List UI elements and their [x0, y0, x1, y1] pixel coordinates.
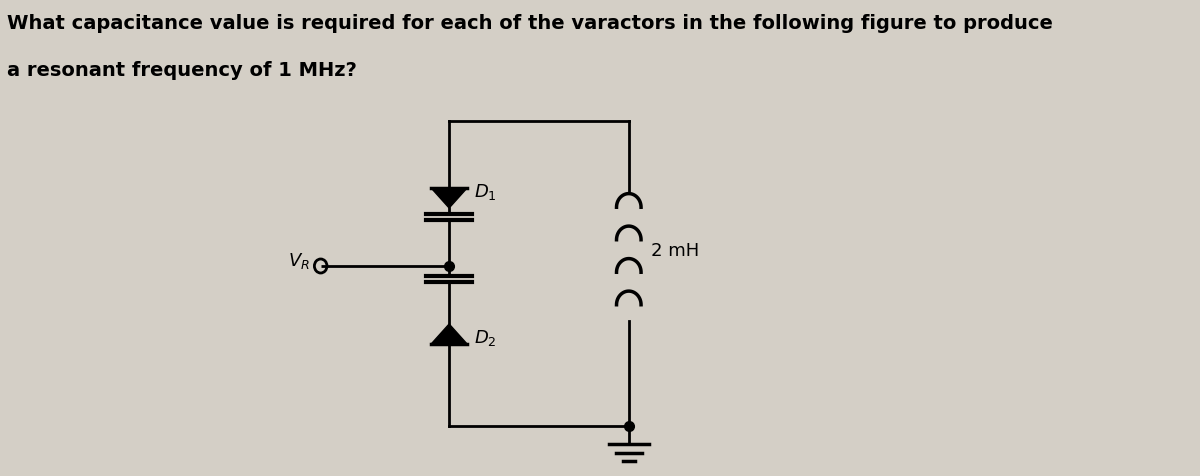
- Text: What capacitance value is required for each of the varactors in the following fi: What capacitance value is required for e…: [7, 14, 1054, 33]
- Text: 2 mH: 2 mH: [652, 242, 700, 260]
- Text: $V_R$: $V_R$: [288, 251, 310, 271]
- Text: $D_2$: $D_2$: [474, 328, 497, 348]
- Polygon shape: [431, 188, 467, 208]
- Polygon shape: [431, 324, 467, 344]
- Text: a resonant frequency of 1 MHz?: a resonant frequency of 1 MHz?: [7, 61, 358, 80]
- Text: $D_1$: $D_1$: [474, 182, 497, 202]
